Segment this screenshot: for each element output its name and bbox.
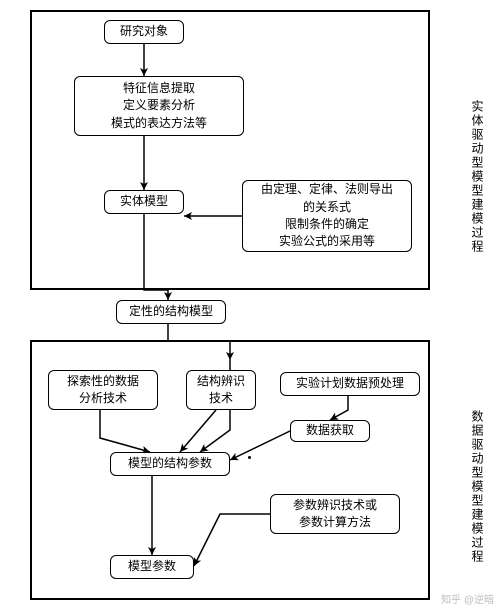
node-label: 实验计划数据预处理 xyxy=(296,375,404,392)
node-label: 研究对象 xyxy=(120,23,168,40)
side-label-bottom: 数据驱动型模型建模过程 xyxy=(469,410,486,564)
node-label: 模型的结构参数 xyxy=(128,455,212,472)
node-n4: 由定理、定律、法则导出 的关系式 限制条件的确定 实验公式的采用等 xyxy=(242,180,412,252)
dot-marker xyxy=(248,456,251,459)
side-label-top: 实体驱动型模型建模过程 xyxy=(469,100,486,254)
node-n3: 实体模型 xyxy=(104,190,184,214)
node-n5: 定性的结构模型 xyxy=(116,300,226,324)
node-n2: 特征信息提取 定义要素分析 模式的表达方法等 xyxy=(74,76,244,136)
node-n10: 模型的结构参数 xyxy=(110,452,230,476)
node-label: 特征信息提取 定义要素分析 模式的表达方法等 xyxy=(111,80,207,132)
node-n12: 模型参数 xyxy=(110,555,194,579)
node-n6: 探索性的数据 分析技术 xyxy=(48,370,158,410)
node-n1: 研究对象 xyxy=(104,20,184,44)
node-n7: 结构辨识 技术 xyxy=(186,370,256,410)
node-label: 实体模型 xyxy=(120,193,168,210)
node-label: 由定理、定律、法则导出 的关系式 限制条件的确定 实验公式的采用等 xyxy=(261,181,393,251)
node-n9: 数据获取 xyxy=(290,420,370,442)
node-label: 定性的结构模型 xyxy=(129,303,213,320)
watermark: 知乎 @逆暗 xyxy=(441,591,494,606)
node-label: 探索性的数据 分析技术 xyxy=(67,373,139,408)
node-label: 结构辨识 技术 xyxy=(197,373,245,408)
node-label: 模型参数 xyxy=(128,558,176,575)
node-n8: 实验计划数据预处理 xyxy=(280,372,420,396)
node-n11: 参数辨识技术或 参数计算方法 xyxy=(270,494,400,534)
node-label: 数据获取 xyxy=(306,422,354,439)
node-label: 参数辨识技术或 参数计算方法 xyxy=(293,497,377,532)
